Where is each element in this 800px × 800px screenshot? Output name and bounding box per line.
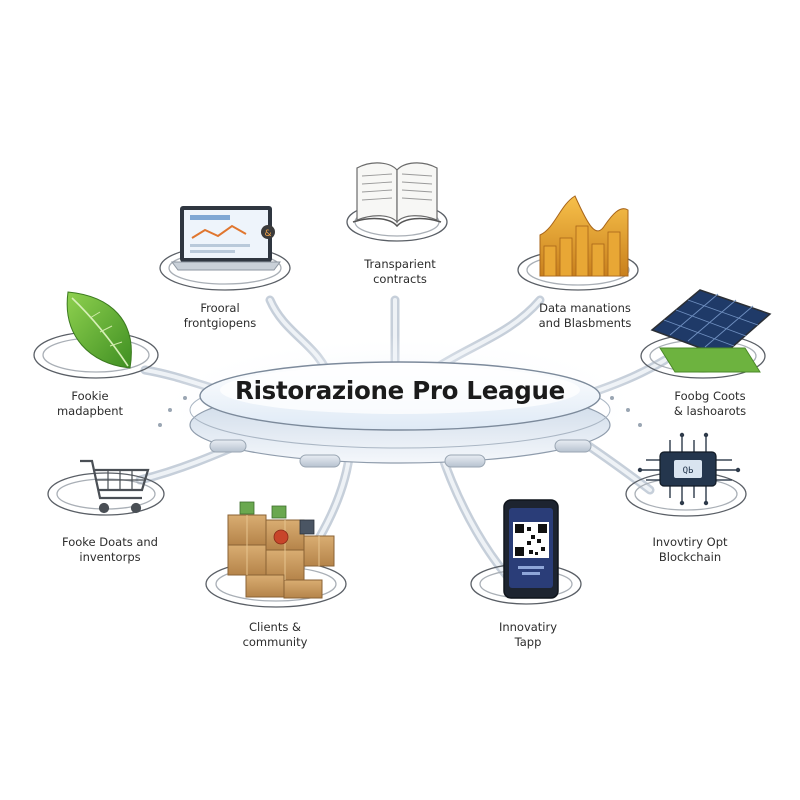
hub-title: Ristorazione Pro League xyxy=(235,376,565,405)
svg-text:&: & xyxy=(264,229,271,239)
node-label-blockchain: Invovtiry Opt Blockchain xyxy=(652,535,728,564)
node-label-community: Clients & community xyxy=(242,620,308,649)
svg-text:QЬ: QЬ xyxy=(683,466,694,476)
laptop-icon: & xyxy=(171,206,281,271)
chart-icon xyxy=(539,195,629,277)
qr-phone-icon xyxy=(503,499,559,599)
node-label-frontgiopens: Frooral frontgiopens xyxy=(183,301,257,330)
hub-disc xyxy=(150,335,650,475)
ring-cart xyxy=(47,472,165,516)
leaf-icon xyxy=(66,291,132,369)
node-label-contracts: Transparient contracts xyxy=(364,257,436,286)
microchip-icon: QЬ xyxy=(637,432,741,506)
node-label-foobg: Foobg Coots & lashoarots xyxy=(673,389,747,418)
node-label-fookie: Fookie madapbent xyxy=(56,389,124,418)
shopping-cart-icon xyxy=(80,459,150,514)
solar-panel-icon xyxy=(650,289,772,373)
node-label-data: Data manations and Blasbments xyxy=(538,301,632,330)
node-label-tapp: Innovatiry Tapp xyxy=(498,620,558,649)
boxes-icon xyxy=(227,501,335,599)
book-icon xyxy=(352,162,442,228)
node-label-inventorps: Fooke Doats and inventorps xyxy=(62,535,158,564)
